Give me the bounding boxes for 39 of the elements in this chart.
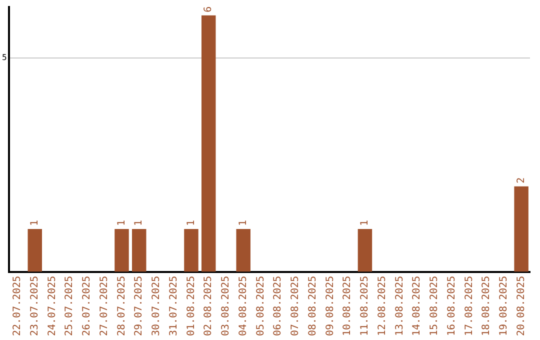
data-label: 2 — [516, 177, 527, 184]
x-tick-label: 16.08.2025 — [446, 276, 458, 336]
x-tick-label: 31.07.2025 — [168, 276, 180, 336]
x-tick-label: 03.08.2025 — [220, 276, 232, 336]
x-tick-label: 04.08.2025 — [238, 276, 249, 336]
x-tick-label: 29.07.2025 — [134, 276, 145, 336]
x-tick-label: 24.07.2025 — [46, 276, 58, 336]
y-tick-label: 5 — [2, 53, 7, 62]
x-tick-label: 30.07.2025 — [151, 276, 162, 336]
x-tick-label: 07.08.2025 — [290, 276, 302, 336]
x-tick-label: 05.08.2025 — [255, 276, 266, 336]
x-tick-label: 25.07.2025 — [64, 276, 76, 336]
data-label: 1 — [360, 220, 371, 226]
x-tick-label: 13.08.2025 — [394, 276, 406, 336]
x-tick-label: 02.08.2025 — [203, 276, 214, 336]
data-label: 1 — [134, 220, 145, 226]
data-label: 6 — [203, 6, 214, 12]
x-tick-label: 08.08.2025 — [307, 276, 318, 336]
x-tick-label: 20.08.2025 — [516, 276, 527, 336]
x-tick-label: 12.08.2025 — [376, 276, 388, 336]
x-tick-label: 11.08.2025 — [360, 276, 371, 336]
data-label: 1 — [116, 220, 128, 226]
x-tick-label: 22.07.2025 — [12, 276, 24, 336]
x-tick-label: 10.08.2025 — [342, 276, 354, 336]
data-label: 1 — [29, 220, 40, 226]
x-tick-label: 23.07.2025 — [29, 276, 40, 336]
data-label: 1 — [186, 220, 197, 226]
x-tick-label: 27.07.2025 — [98, 276, 110, 336]
x-tick-label: 28.07.2025 — [116, 276, 128, 336]
x-tick-label: 14.08.2025 — [412, 276, 423, 336]
x-tick-label: 19.08.2025 — [498, 276, 510, 336]
data-label: 1 — [238, 220, 249, 226]
x-tick-label: 01.08.2025 — [186, 276, 197, 336]
x-tick-label: 17.08.2025 — [464, 276, 475, 336]
x-tick-label: 26.07.2025 — [82, 276, 93, 336]
x-tick-label: 09.08.2025 — [324, 276, 336, 336]
x-tick-label: 18.08.2025 — [481, 276, 492, 336]
x-tick-label: 15.08.2025 — [429, 276, 440, 336]
x-tick-label: 06.08.2025 — [272, 276, 284, 336]
